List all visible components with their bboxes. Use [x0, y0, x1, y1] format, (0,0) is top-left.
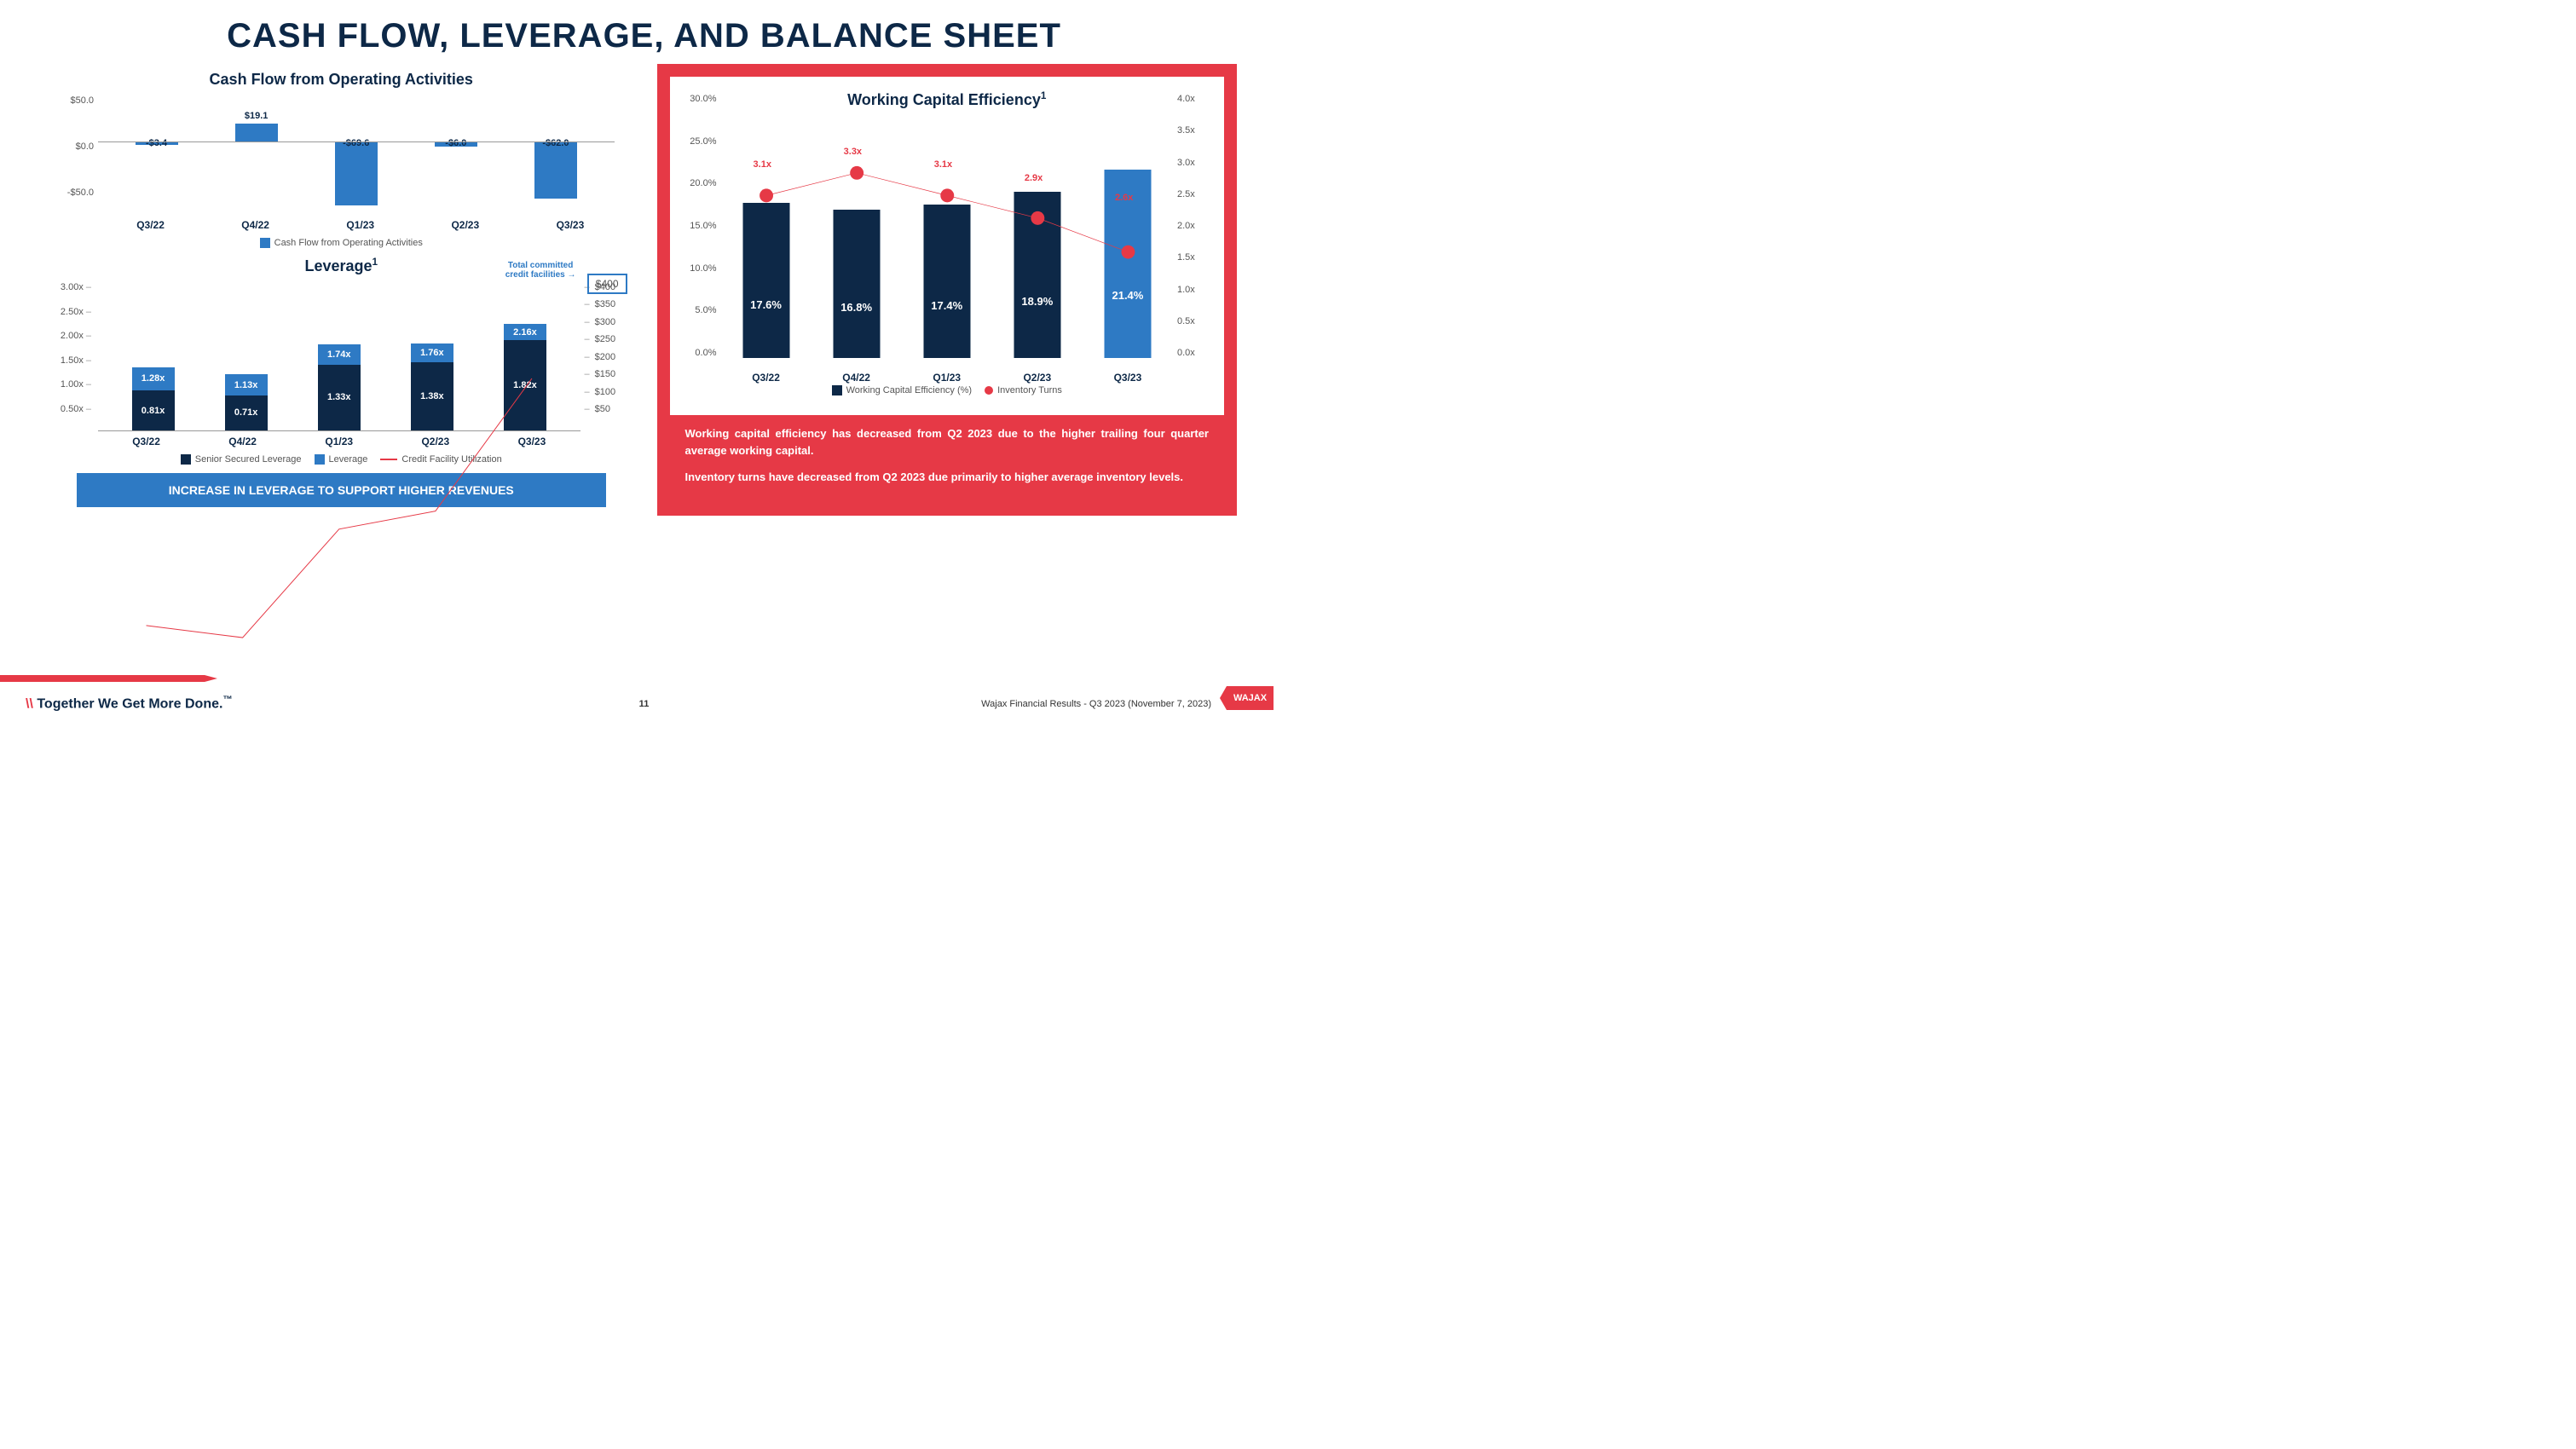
left-column: Cash Flow from Operating Activities $50.…	[51, 64, 632, 516]
wce-yaxis-left: 30.0%25.0%20.0%15.0%10.0%5.0%0.0%	[683, 94, 717, 358]
slide: CASH FLOW, LEVERAGE, AND BALANCE SHEET C…	[0, 0, 1288, 724]
right-column: Working Capital Efficiency1 30.0%25.0%20…	[657, 64, 1238, 516]
legend-line-swatch	[380, 459, 397, 460]
wce-panel: Working Capital Efficiency1 30.0%25.0%20…	[657, 64, 1238, 516]
wajax-logo: WAJAX	[1220, 686, 1275, 716]
footer-right-text: Wajax Financial Results - Q3 2023 (Novem…	[981, 699, 1211, 709]
footer: \\ Together We Get More Done.™ 11 Wajax …	[0, 673, 1288, 724]
content-row: Cash Flow from Operating Activities $50.…	[51, 64, 1237, 516]
legend-dot	[985, 386, 993, 395]
legend-item: Credit Facility Utilization	[380, 454, 501, 465]
slash-icon: \\	[26, 696, 33, 711]
cashflow-bars: -$3.4$19.1-$69.6-$6.0-$62.0	[98, 95, 615, 215]
leverage-yaxis-left: 3.00x –2.50x –2.00x –1.50x –1.00x –0.50x…	[51, 282, 94, 414]
legend-swatch	[832, 385, 842, 395]
legend-swatch	[315, 454, 325, 465]
wce-plot: 30.0%25.0%20.0%15.0%10.0%5.0%0.0% 4.0x3.…	[721, 85, 1174, 384]
slide-title: CASH FLOW, LEVERAGE, AND BALANCE SHEET	[51, 17, 1237, 55]
cashflow-plot: $50.0$0.0-$50.0 -$3.4$19.1-$69.6-$6.0-$6…	[98, 95, 615, 215]
footer-stripe	[0, 675, 205, 682]
leverage-chart: Leverage1 3.00x –2.50x –2.00x –1.50x –1.…	[51, 257, 632, 507]
tagline: \\ Together We Get More Done.™	[26, 695, 233, 712]
legend-item: Cash Flow from Operating Activities	[260, 238, 423, 248]
leverage-banner: INCREASE IN LEVERAGE TO SUPPORT HIGHER R…	[77, 473, 606, 507]
leverage-yaxis-right: – $400– $350– $300– $250– $200– $150– $1…	[585, 282, 623, 414]
callout-text: Total committedcredit facilities →	[505, 261, 576, 280]
callout-value: $400	[587, 274, 627, 294]
legend-item: Working Capital Efficiency (%)	[832, 385, 973, 395]
legend-item: Senior Secured Leverage	[181, 454, 302, 465]
legend-label: Working Capital Efficiency (%)	[846, 385, 973, 395]
cashflow-legend: Cash Flow from Operating Activities	[51, 238, 632, 248]
cashflow-yaxis: $50.0$0.0-$50.0	[51, 95, 94, 198]
legend-item: Inventory Turns	[985, 385, 1062, 395]
wce-chart-container: Working Capital Efficiency1 30.0%25.0%20…	[670, 77, 1225, 415]
legend-label: Senior Secured Leverage	[195, 454, 302, 465]
leverage-legend: Senior Secured Leverage Leverage Credit …	[51, 454, 632, 465]
wce-yaxis-right: 4.0x3.5x3.0x2.5x2.0x1.5x1.0x0.5x0.0x	[1177, 94, 1211, 358]
legend-label: Inventory Turns	[997, 385, 1062, 395]
cashflow-title: Cash Flow from Operating Activities	[51, 71, 632, 89]
wce-xaxis: Q3/22Q4/22Q1/23Q2/23Q3/23	[721, 372, 1174, 384]
wce-legend: Working Capital Efficiency (%) Inventory…	[683, 385, 1212, 395]
leverage-xaxis: Q3/22Q4/22Q1/23Q2/23Q3/23	[98, 436, 580, 447]
legend-swatch	[260, 238, 270, 248]
page-number: 11	[639, 699, 650, 709]
wce-bars: 17.6%16.8%17.4%18.9%21.4%	[721, 94, 1174, 358]
cashflow-chart: Cash Flow from Operating Activities $50.…	[51, 71, 632, 248]
legend-item: Leverage	[315, 454, 368, 465]
cashflow-xaxis: Q3/22Q4/22Q1/23Q2/23Q3/23	[98, 219, 623, 231]
legend-label: Cash Flow from Operating Activities	[274, 238, 423, 248]
legend-label: Leverage	[329, 454, 368, 465]
legend-swatch	[181, 454, 191, 465]
leverage-bars: 1.28x 0.81x 1.13x 0.71x 1.74x 1.33x 1.76…	[98, 282, 580, 431]
wce-text-1: Working capital efficiency has decreased…	[685, 425, 1210, 459]
leverage-plot: 3.00x –2.50x –2.00x –1.50x –1.00x –0.50x…	[98, 282, 580, 431]
wce-text-2: Inventory turns have decreased from Q2 2…	[685, 469, 1210, 486]
logo-text: WAJAX	[1227, 686, 1274, 710]
legend-label: Credit Facility Utilization	[401, 454, 501, 465]
